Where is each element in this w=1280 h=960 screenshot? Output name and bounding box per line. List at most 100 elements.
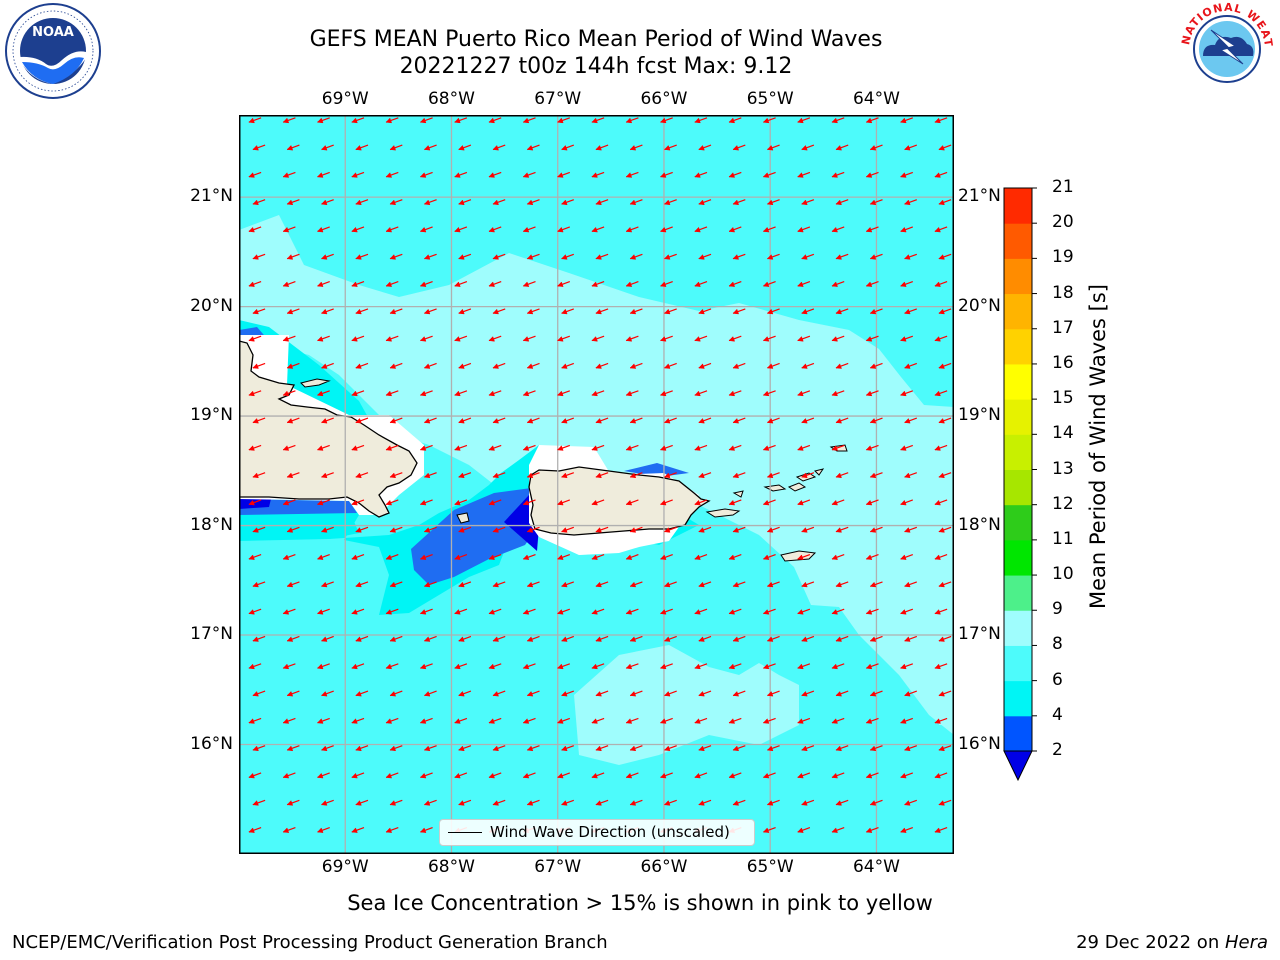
wave-arrow <box>766 199 780 206</box>
wave-arrow <box>904 581 918 588</box>
wave-arrow <box>286 799 300 806</box>
wave-arrow <box>351 117 365 124</box>
wave-arrow <box>454 390 468 397</box>
wave-arrow <box>865 499 879 506</box>
wave-arrow <box>698 799 712 806</box>
wave-arrow <box>835 472 849 479</box>
wave-arrow <box>728 717 742 724</box>
wave-arrow <box>320 526 334 533</box>
wave-arrow <box>904 308 918 315</box>
colorbar-segment <box>1004 434 1032 470</box>
wave-arrow <box>282 772 296 779</box>
colorbar-segment <box>1004 363 1032 400</box>
wave-arrow <box>595 417 609 424</box>
map-legend: Wind Wave Direction (unscaled) <box>439 819 755 846</box>
wave-arrow <box>934 499 948 506</box>
lon-label-bottom: 68°W <box>427 857 475 877</box>
wave-arrow <box>252 526 266 533</box>
wave-arrow <box>591 171 605 178</box>
wave-arrow <box>625 281 639 287</box>
wave-arrow <box>492 581 506 588</box>
wave-arrow <box>316 772 330 779</box>
lat-label-left: 16°N <box>190 733 233 754</box>
wave-arrow <box>934 663 948 670</box>
wave-arrow <box>835 199 849 206</box>
wave-arrow <box>831 390 845 397</box>
wave-arrow <box>698 308 712 315</box>
wave-arrow <box>766 745 780 752</box>
wave-arrow <box>320 144 334 151</box>
wave-arrow <box>320 581 334 588</box>
wave-arrow <box>797 827 811 833</box>
wave-arrow <box>835 417 849 424</box>
wave-arrow <box>454 117 468 124</box>
wave-arrow <box>938 362 952 369</box>
wave-arrow <box>419 717 433 724</box>
wave-arrow <box>698 745 712 752</box>
wave-arrow <box>934 608 948 615</box>
wave-arrow <box>557 390 571 397</box>
wave-arrow <box>694 499 708 506</box>
wave-arrow <box>522 171 536 178</box>
wave-arrow <box>458 144 472 151</box>
wave-arrow <box>801 745 815 752</box>
wave-arrow <box>591 444 605 451</box>
wave-arrow <box>320 799 334 806</box>
wave-arrow <box>454 226 468 233</box>
wave-arrow <box>801 199 815 206</box>
wave-arrow <box>938 144 952 151</box>
wave-arrow <box>904 417 918 424</box>
wave-arrow <box>694 335 708 342</box>
wave-arrow <box>698 417 712 424</box>
wave-arrow <box>865 335 879 342</box>
wave-arrow <box>797 226 811 233</box>
wave-arrow <box>252 144 266 151</box>
colorbar-segment <box>1004 539 1032 576</box>
footer-host: Hera <box>1224 932 1268 953</box>
land-vieques <box>705 508 741 518</box>
wave-arrow <box>248 171 262 178</box>
colorbar-segment <box>1004 645 1032 682</box>
colorbar-tick-label: 18 <box>1052 282 1074 303</box>
wave-arrow <box>869 745 883 752</box>
wave-arrow <box>385 117 399 124</box>
wave-arrow <box>900 717 914 724</box>
wave-arrow <box>561 417 575 424</box>
wave-arrow <box>282 608 296 615</box>
wave-arrow <box>355 144 369 151</box>
wave-arrow <box>286 144 300 151</box>
wave-arrow <box>625 608 639 615</box>
colorbar-tick-label: 11 <box>1052 528 1074 549</box>
wave-arrow <box>904 635 918 642</box>
wave-arrow <box>248 608 262 615</box>
wave-arrow <box>659 772 673 779</box>
wave-arrow <box>900 663 914 670</box>
lat-label-right: 21°N <box>958 186 1001 207</box>
wave-arrow <box>663 690 677 697</box>
wave-arrow <box>561 362 575 369</box>
wave-arrow <box>423 581 437 588</box>
wave-arrow <box>419 390 433 397</box>
wave-arrow <box>385 772 399 779</box>
wave-arrow <box>934 281 948 287</box>
wave-arrow <box>561 799 575 806</box>
wave-arrow <box>286 581 300 588</box>
wave-arrow <box>938 472 952 479</box>
wave-arrow <box>522 772 536 779</box>
wave-arrow <box>252 362 266 369</box>
wave-arrow <box>248 663 262 670</box>
wave-arrow <box>454 171 468 178</box>
wave-arrow <box>355 308 369 315</box>
wave-arrow <box>316 226 330 233</box>
wave-arrow <box>801 362 815 369</box>
wave-arrow <box>766 472 780 479</box>
wave-arrow <box>282 390 296 397</box>
wave-arrow <box>869 144 883 151</box>
wave-arrow <box>659 335 673 342</box>
wave-arrow <box>869 362 883 369</box>
wave-arrow <box>900 226 914 233</box>
noaa-logo-icon: NOAA <box>5 3 101 99</box>
colorbar-tick-label: 2 <box>1052 740 1063 760</box>
wave-arrow <box>488 171 502 178</box>
wave-arrow <box>423 690 437 697</box>
